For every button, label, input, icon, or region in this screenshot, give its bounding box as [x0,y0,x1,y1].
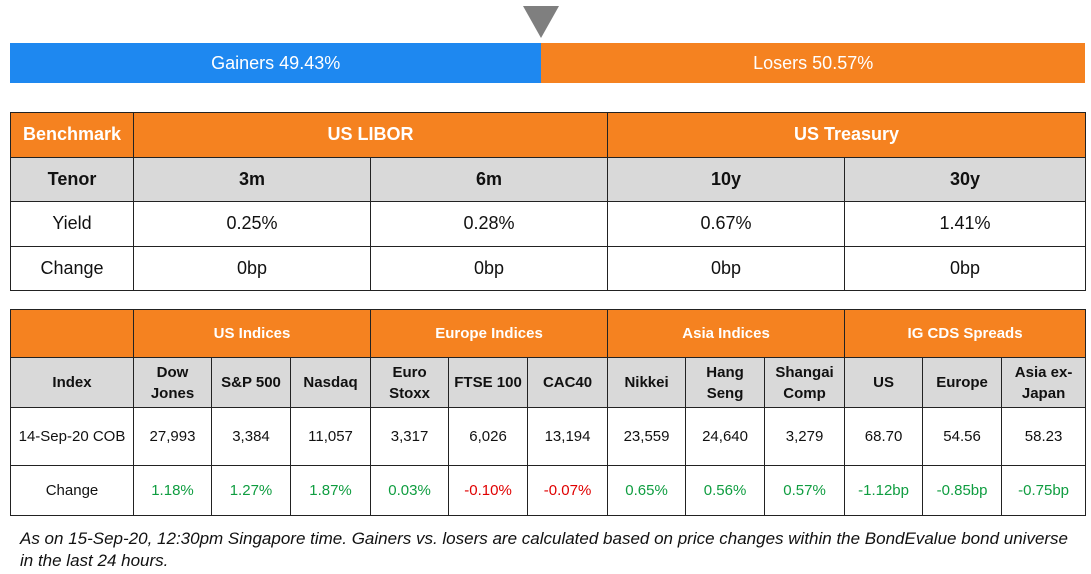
index-value-cell: 23,559 [607,407,687,466]
index-name-cell: US [844,357,924,408]
ig-cds-spreads-header: IG CDS Spreads [844,309,1087,358]
index-name-cell: Dow Jones [133,357,212,408]
yield-row: Yield 0.25% 0.28% 0.67% 1.41% [10,201,1087,247]
index-value-cell: 13,194 [527,407,609,466]
index-name-cell: Nasdaq [289,357,372,408]
index-value-cell: 3,317 [370,407,450,466]
indices-table: US Indices Europe Indices Asia Indices I… [10,309,1087,516]
index-value-cell: 11,057 [289,407,372,466]
indices-group-row: US Indices Europe Indices Asia Indices I… [10,309,1087,358]
yield-label: Yield [10,201,134,247]
us-indices-header: US Indices [132,309,372,358]
gainers-segment: Gainers 49.43% [10,43,542,83]
index-values-row: 14-Sep-20 COB 27,993 3,384 11,057 3,317 … [10,407,1087,466]
index-value-cell: 6,026 [448,407,529,466]
index-value-cell: 58.23 [1001,407,1087,466]
change-cell: 0bp [133,245,371,291]
index-value-cell: 24,640 [685,407,766,466]
asia-indices-header: Asia Indices [607,309,846,358]
losers-segment: Losers 50.57% [541,43,1085,83]
index-name-cell: Shangai Comp [764,357,846,408]
yield-cell: 0.25% [133,201,371,247]
index-change-cell: 0.57% [764,465,846,516]
index-name-cell: FTSE 100 [448,357,529,408]
change-cell: 0bp [844,245,1087,291]
index-name-cell: Nikkei [607,357,687,408]
index-change-cell: 0.65% [607,465,687,516]
index-change-cell: -0.85bp [922,465,1003,516]
index-change-cell: -0.07% [527,465,609,516]
index-change-cell: -0.75bp [1001,465,1087,516]
index-name-cell: CAC40 [527,357,609,408]
index-change-row: Change 1.18% 1.27% 1.87% 0.03% -0.10% -0… [10,465,1087,516]
index-change-label: Change [10,465,134,516]
yield-cell: 0.67% [607,201,846,247]
tenor-label: Tenor [10,156,134,202]
us-treasury-header: US Treasury [607,112,1087,158]
index-change-cell: 1.18% [133,465,212,516]
europe-indices-header: Europe Indices [370,309,609,358]
benchmark-table: Benchmark US LIBOR US Treasury Tenor 3m … [10,112,1087,291]
index-name-cell: Europe [922,357,1003,408]
index-value-cell: 68.70 [844,407,924,466]
index-value-cell: 27,993 [133,407,212,466]
index-change-cell: 0.56% [685,465,766,516]
blank-header-cell [10,309,134,358]
market-position-marker [523,6,559,38]
index-name-cell: Asia ex- Japan [1001,357,1087,408]
benchmark-header: Benchmark [10,112,134,158]
index-change-cell: 1.87% [289,465,372,516]
tenor-cell: 3m [133,156,371,202]
change-row: Change 0bp 0bp 0bp 0bp [10,245,1087,291]
benchmark-header-row: Benchmark US LIBOR US Treasury [10,112,1087,158]
us-libor-header: US LIBOR [132,112,609,158]
index-change-cell: 0.03% [370,465,450,516]
tenor-row: Tenor 3m 6m 10y 30y [10,156,1087,202]
change-cell: 0bp [607,245,846,291]
index-name-cell: Hang Seng [685,357,766,408]
change-cell: 0bp [369,245,609,291]
index-name-cell: Euro Stoxx [370,357,450,408]
yield-cell: 1.41% [844,201,1087,247]
index-value-cell: 3,384 [211,407,291,466]
gainers-losers-bar: Gainers 49.43% Losers 50.57% [10,43,1085,83]
change-label: Change [10,245,134,291]
index-label: Index [10,357,134,408]
index-value-cell: 54.56 [922,407,1003,466]
tenor-cell: 6m [369,156,609,202]
tenor-cell: 10y [607,156,846,202]
values-date-label: 14-Sep-20 COB [10,407,134,466]
index-change-cell: 1.27% [211,465,291,516]
index-change-cell: -1.12bp [844,465,924,516]
footnote: As on 15-Sep-20, 12:30pm Singapore time.… [20,529,1069,570]
index-change-cell: -0.10% [448,465,529,516]
yield-cell: 0.28% [369,201,609,247]
index-name-cell: S&P 500 [211,357,291,408]
index-value-cell: 3,279 [764,407,846,466]
tenor-cell: 30y [844,156,1087,202]
index-names-row: Index Dow Jones S&P 500 Nasdaq Euro Stoxx … [10,357,1087,408]
